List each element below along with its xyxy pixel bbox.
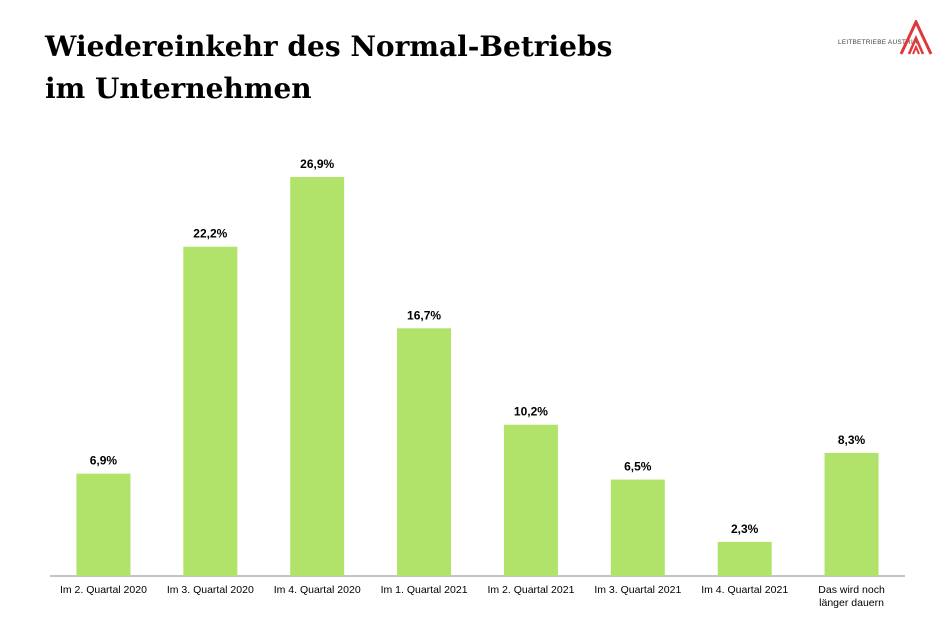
bar-8 (824, 452, 879, 576)
bar-1 (76, 473, 131, 576)
category-label-8: Das wird noch länger dauern (818, 584, 885, 609)
bar-3 (290, 177, 345, 576)
bar-5 (503, 424, 558, 576)
data-label-5: 10,2% (514, 405, 548, 419)
bar-6 (610, 479, 665, 576)
bar-2 (183, 246, 238, 577)
category-label-1: Im 2. Quartal 2020 (60, 584, 147, 596)
page-title: Wiedereinkehr des Normal-Betriebs im Unt… (45, 26, 612, 110)
data-label-6: 6,5% (624, 460, 652, 474)
title-line-2: im Unternehmen (45, 72, 312, 105)
data-label-4: 16,7% (407, 308, 441, 322)
category-label-3: Im 4. Quartal 2020 (274, 584, 361, 596)
data-label-3: 26,9% (300, 157, 334, 171)
data-label-8: 8,3% (838, 433, 866, 447)
category-label-6: Im 3. Quartal 2021 (594, 584, 681, 596)
category-label-5: Im 2. Quartal 2021 (487, 584, 574, 596)
category-label-4: Im 1. Quartal 2021 (381, 584, 468, 596)
category-label-7: Im 4. Quartal 2021 (701, 584, 788, 596)
data-label-2: 22,2% (193, 227, 227, 241)
logo-text: LEITBETRIEBE AUSTRIA (838, 39, 918, 46)
data-label-7: 2,3% (731, 522, 759, 536)
logo-mark-icon (899, 20, 933, 55)
leitbetriebe-austria-logo: LEITBETRIEBE AUSTRIA (838, 20, 934, 56)
title-line-1: Wiedereinkehr des Normal-Betriebs (45, 30, 613, 63)
bar-7 (717, 541, 772, 576)
bar-4 (397, 328, 452, 576)
category-label-2: Im 3. Quartal 2020 (167, 584, 254, 596)
data-label-1: 6,9% (90, 454, 118, 468)
